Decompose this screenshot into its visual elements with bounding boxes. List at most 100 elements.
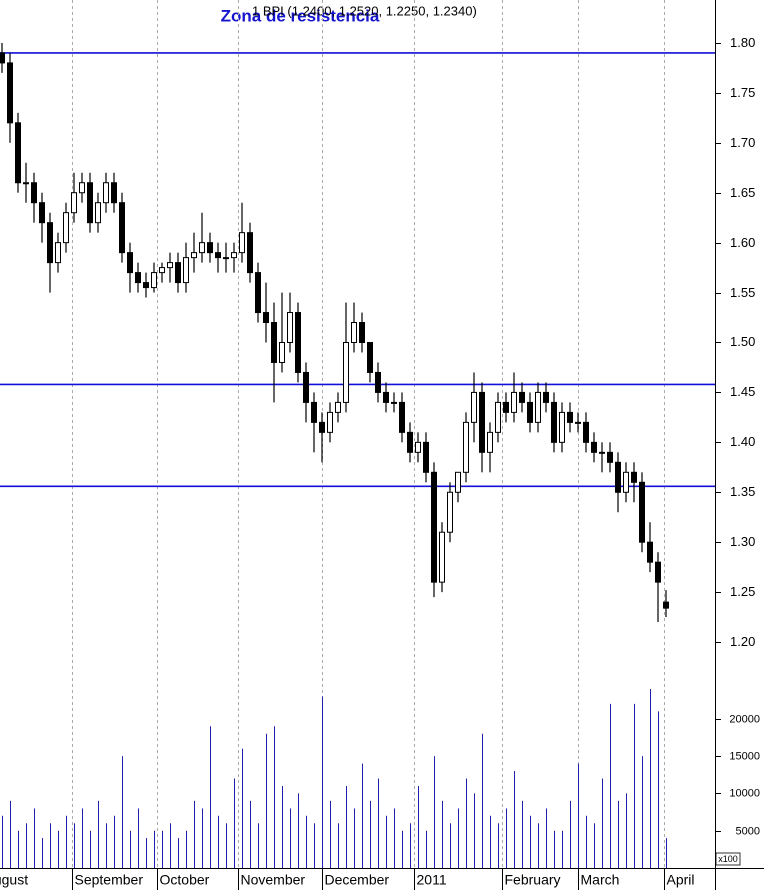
candle-body	[343, 341, 349, 403]
candle-body	[319, 421, 325, 433]
candle-body	[463, 421, 469, 473]
candle-body	[279, 341, 285, 363]
y-tick-label: 1.75	[730, 85, 755, 100]
candle-body	[591, 441, 597, 453]
candle-body	[407, 431, 413, 453]
candle-body	[103, 182, 109, 204]
candle-body	[471, 391, 477, 423]
candle-body	[503, 401, 509, 413]
candle-body	[47, 222, 53, 264]
candle-body	[71, 192, 77, 214]
candle-body	[439, 531, 445, 583]
candle-body	[607, 451, 613, 463]
y-tick-label: 1.55	[730, 285, 755, 300]
candle-body	[95, 202, 101, 224]
candle-body	[39, 202, 45, 224]
volume-tick-label: 15000	[729, 750, 760, 762]
candle-body	[575, 421, 581, 424]
candle-body	[543, 391, 549, 403]
x-tick-label: 2011	[417, 872, 447, 888]
volume-tick-label: 10000	[729, 787, 760, 799]
candle-body	[559, 411, 565, 443]
x-tick-label: November	[241, 872, 306, 888]
candle-body	[383, 391, 389, 403]
candle-body	[583, 421, 589, 443]
y-tick-label: 1.50	[730, 334, 755, 349]
candle-body	[167, 262, 173, 269]
y-tick-label: 1.70	[730, 135, 755, 150]
volume-tick-label: 5000	[736, 825, 760, 837]
candle-body	[655, 561, 661, 583]
candle-body	[567, 411, 573, 423]
candle-body	[111, 182, 117, 204]
candle-body	[271, 322, 277, 363]
x-tick-label: December	[325, 872, 390, 888]
candle-body	[359, 322, 365, 343]
candle-body	[519, 391, 525, 403]
y-tick-label: 1.20	[730, 634, 755, 649]
x-tick-label: March	[581, 872, 620, 888]
y-tick-label: 1.45	[730, 384, 755, 399]
candle-body	[143, 282, 149, 289]
candle-body	[415, 441, 421, 453]
candle-body	[207, 242, 213, 254]
candle-body	[391, 401, 397, 404]
candle-body	[367, 341, 373, 373]
candle-body	[15, 122, 21, 184]
candle-body	[0, 52, 5, 64]
y-tick-label: 1.40	[730, 434, 755, 449]
candle-body	[119, 202, 125, 254]
candle-body	[303, 371, 309, 403]
candle-body	[551, 401, 557, 443]
candle-body	[255, 272, 261, 314]
candle-body	[295, 312, 301, 373]
candle-body	[23, 182, 29, 185]
candle-body	[495, 401, 501, 433]
candle-body	[223, 257, 229, 260]
candle-body	[663, 601, 669, 609]
candle-body	[215, 252, 221, 259]
candle-body	[375, 371, 381, 393]
candle-body	[247, 232, 253, 274]
candle-body	[511, 391, 517, 413]
candle-body	[335, 401, 341, 413]
legend-text: 1 BPI (1.2400, 1.2520, 1.2250, 1.2340)	[252, 3, 477, 18]
candle-body	[447, 491, 453, 533]
candle-body	[31, 182, 37, 204]
candle-body	[199, 242, 205, 254]
candle-body	[151, 272, 157, 289]
chart-title: Zona de resistencia	[221, 6, 380, 25]
candle-body	[7, 62, 13, 124]
candle-body	[87, 182, 93, 224]
y-tick-label: 1.30	[730, 534, 755, 549]
y-tick-label: 1.65	[730, 185, 755, 200]
candle-body	[79, 182, 85, 194]
candle-body	[351, 322, 357, 343]
volume-tick-label: 20000	[729, 713, 760, 725]
candle-body	[623, 471, 629, 493]
candle-body	[535, 391, 541, 423]
x-tick-label: September	[75, 872, 144, 888]
volume-unit: x100	[718, 854, 738, 864]
candle-body	[63, 212, 69, 244]
x-tick-label: February	[505, 872, 561, 888]
candle-body	[647, 541, 653, 563]
candle-body	[487, 431, 493, 453]
y-tick-label: 1.35	[730, 484, 755, 499]
candle-body	[639, 481, 645, 543]
candle-body	[231, 252, 237, 259]
x-tick-label: April	[667, 872, 695, 888]
candle-body	[455, 471, 461, 493]
candle-body	[311, 401, 317, 423]
candle-body	[431, 471, 437, 583]
candle-body	[175, 262, 181, 284]
candle-body	[327, 411, 333, 433]
candle-body	[527, 401, 533, 423]
candle-body	[159, 267, 165, 274]
candle-body	[399, 401, 405, 433]
candle-body	[239, 232, 245, 254]
candle-body	[55, 242, 61, 264]
candle-body	[135, 272, 141, 284]
